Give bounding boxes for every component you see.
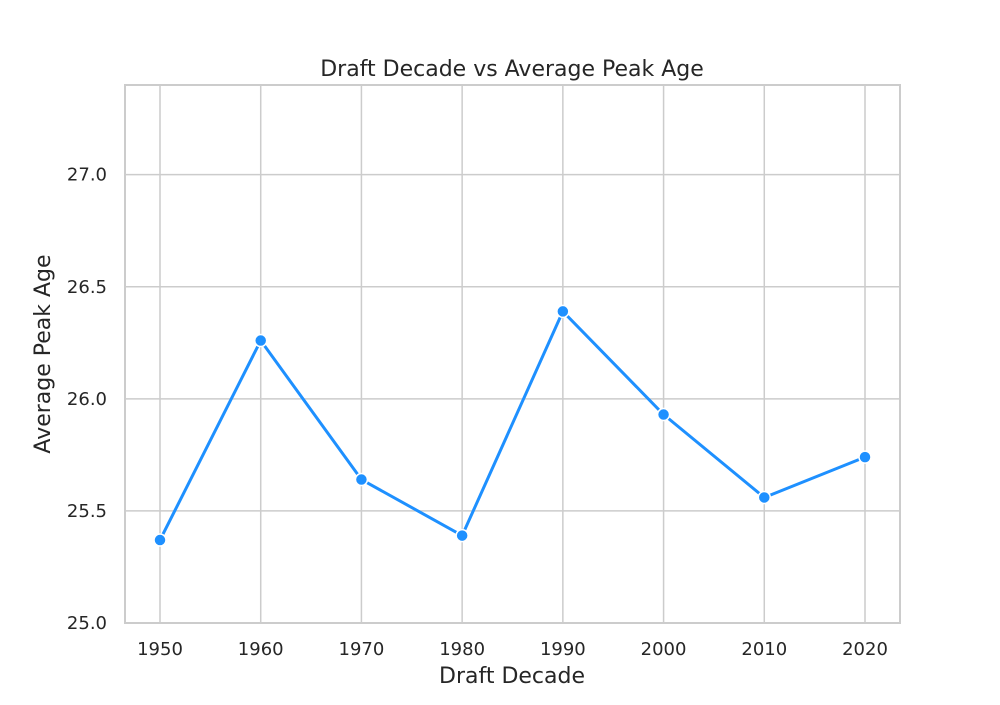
data-point — [153, 533, 167, 547]
x-tick-label: 2010 — [741, 639, 787, 660]
data-point — [354, 472, 369, 487]
plot-frame — [124, 84, 901, 624]
x-tick-label: 2020 — [842, 639, 888, 660]
grid — [125, 85, 900, 624]
data-point — [757, 490, 772, 505]
y-tick-label: 27.0 — [67, 165, 107, 186]
series-layer — [153, 304, 872, 547]
data-point — [656, 407, 671, 422]
x-axis-label: Draft Decade — [439, 664, 585, 689]
data-point — [253, 333, 268, 348]
data-point — [455, 528, 469, 543]
x-tick-label: 2000 — [641, 639, 687, 660]
series-line — [158, 309, 867, 542]
y-axis-label: Average Peak Age — [31, 254, 56, 453]
y-tick-label: 25.5 — [67, 501, 107, 522]
y-tick-labels: 25.0 25.5 26.0 26.5 27.0 — [67, 165, 107, 634]
x-tick-label: 1990 — [540, 639, 586, 660]
x-tick-label: 1970 — [339, 639, 385, 660]
x-tick-label: 1980 — [439, 639, 485, 660]
data-point — [858, 450, 872, 464]
y-tick-label: 26.0 — [67, 389, 107, 410]
chart-title: Draft Decade vs Average Peak Age — [320, 57, 704, 82]
y-tick-label: 25.0 — [67, 613, 107, 634]
x-tick-label: 1950 — [137, 639, 183, 660]
y-tick-label: 26.5 — [67, 277, 107, 298]
x-tick-labels: 1950 1960 1970 1980 1990 2000 2010 2020 — [137, 639, 888, 660]
data-point — [556, 304, 570, 319]
x-tick-label: 1960 — [238, 639, 284, 660]
